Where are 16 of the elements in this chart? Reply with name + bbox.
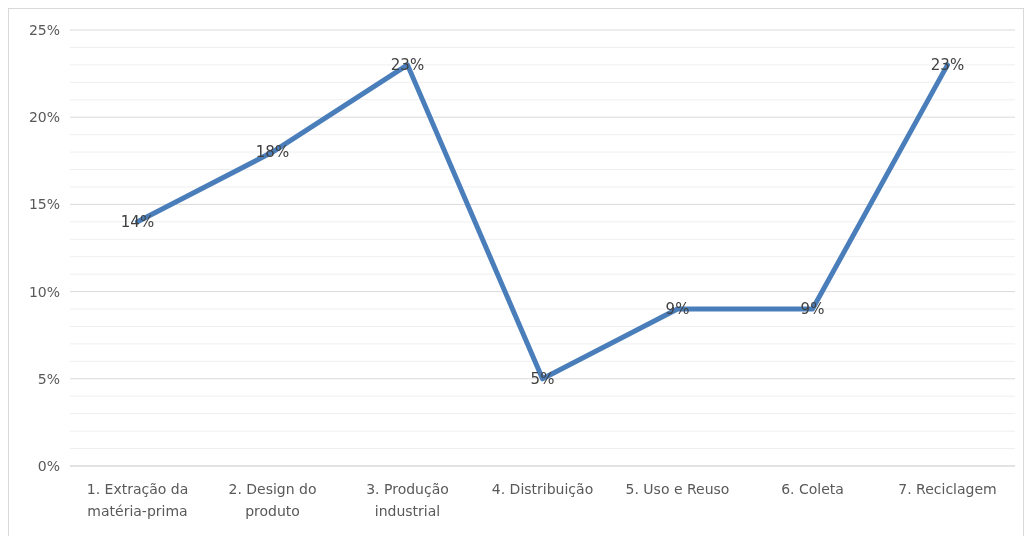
data-label: 23% [390, 55, 425, 74]
x-tick-label: 5. Uso e Reuso [625, 481, 730, 497]
y-tick-label: 5% [37, 370, 60, 387]
x-tick-label: 7. Reciclagem [898, 481, 997, 497]
x-tick-label: 2. Design do produto [228, 481, 317, 519]
y-tick-label: 0% [37, 458, 60, 474]
data-label: 14% [120, 212, 155, 231]
x-tick-label: 1. Extração da matéria-prima [86, 481, 189, 519]
x-tick-label: 3. Produção industrial [366, 481, 449, 519]
x-tick-label: 6. Coleta [781, 481, 844, 497]
y-tick-label: 20% [28, 109, 60, 126]
data-label: 23% [930, 55, 965, 74]
y-tick-label: 25% [28, 22, 60, 38]
x-tick-label: 4. Distribuição [491, 481, 594, 497]
y-tick-label: 10% [28, 283, 60, 300]
y-tick-label: 15% [28, 196, 60, 213]
